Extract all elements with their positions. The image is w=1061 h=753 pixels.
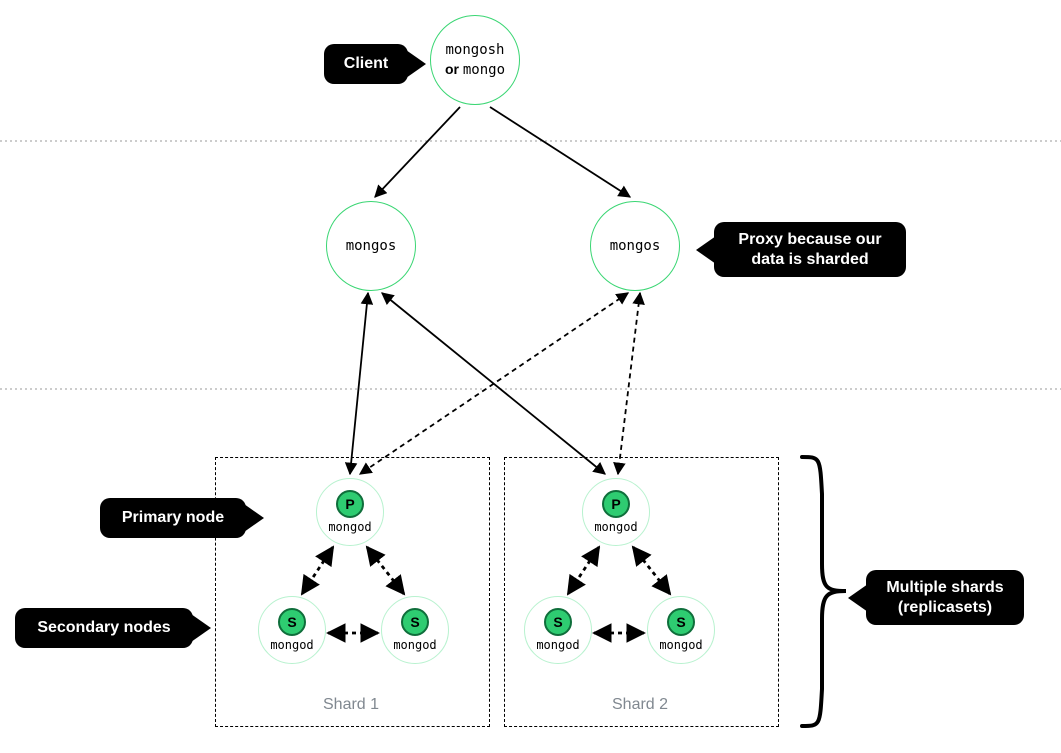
- arrow-client-mongos-right: [490, 107, 630, 197]
- shards-callout-l2: (replicasets): [898, 598, 992, 618]
- secondary-badge-text: S: [676, 614, 685, 630]
- primary-badge-text: P: [611, 496, 620, 512]
- mongod-label: mongod: [594, 520, 637, 534]
- proxy-callout-l1: Proxy because our: [738, 230, 881, 250]
- primary-badge-text: P: [345, 496, 354, 512]
- mongos-right-label: mongos: [610, 237, 661, 255]
- shard1-secondary-right: S mongod: [381, 596, 449, 664]
- mongod-label: mongod: [659, 638, 702, 652]
- arrow-client-mongos-left: [375, 107, 460, 197]
- mongos-right-node: mongos: [590, 201, 680, 291]
- secondary-badge-icon: S: [401, 608, 429, 636]
- secondary-callout-text: Secondary nodes: [37, 619, 170, 637]
- shard2-primary: P mongod: [582, 478, 650, 546]
- client-node: mongosh or mongo: [430, 15, 520, 105]
- client-or: or mongo: [445, 60, 505, 79]
- arrow-mongosR-shard2: [618, 293, 640, 474]
- arrow-mongosL-shard1: [350, 293, 368, 474]
- primary-badge-icon: P: [336, 490, 364, 518]
- client-callout-text: Client: [344, 55, 388, 73]
- shard2-label: Shard 2: [612, 696, 668, 714]
- client-line1: mongosh: [445, 41, 504, 59]
- primary-callout: Primary node: [100, 498, 246, 538]
- arrow-mongosR-shard1: [360, 293, 628, 474]
- secondary-badge-text: S: [287, 614, 296, 630]
- proxy-callout-l2: data is sharded: [751, 250, 868, 270]
- mongod-label: mongod: [270, 638, 313, 652]
- shards-callout: Multiple shards (replicasets): [866, 570, 1024, 625]
- brace-icon: [792, 454, 852, 729]
- primary-badge-icon: P: [602, 490, 630, 518]
- mongod-label: mongod: [393, 638, 436, 652]
- secondary-callout: Secondary nodes: [15, 608, 193, 648]
- shard1-secondary-left: S mongod: [258, 596, 326, 664]
- mongod-label: mongod: [536, 638, 579, 652]
- shard1-primary: P mongod: [316, 478, 384, 546]
- shard2-secondary-left: S mongod: [524, 596, 592, 664]
- client-callout: Client: [324, 44, 408, 84]
- mongos-left-node: mongos: [326, 201, 416, 291]
- secondary-badge-icon: S: [667, 608, 695, 636]
- mongos-left-label: mongos: [346, 237, 397, 255]
- secondary-badge-icon: S: [278, 608, 306, 636]
- primary-callout-text: Primary node: [122, 509, 224, 527]
- secondary-badge-text: S: [410, 614, 419, 630]
- proxy-callout: Proxy because our data is sharded: [714, 222, 906, 277]
- secondary-badge-text: S: [553, 614, 562, 630]
- shard1-label: Shard 1: [323, 696, 379, 714]
- shards-callout-l1: Multiple shards: [886, 578, 1003, 598]
- mongod-label: mongod: [328, 520, 371, 534]
- shard2-secondary-right: S mongod: [647, 596, 715, 664]
- secondary-badge-icon: S: [544, 608, 572, 636]
- arrow-mongosL-shard2: [382, 293, 605, 474]
